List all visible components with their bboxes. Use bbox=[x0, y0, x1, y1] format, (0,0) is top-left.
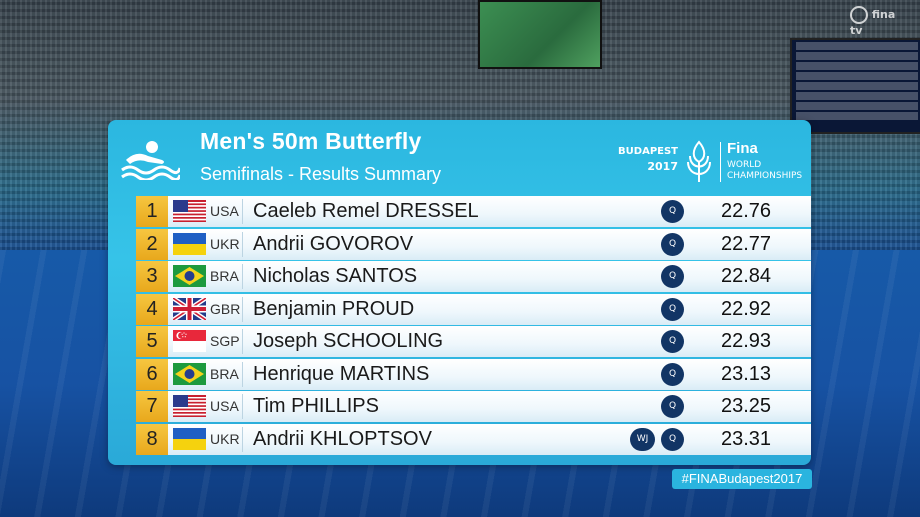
row-separator bbox=[242, 199, 243, 224]
fina-tv-icon bbox=[850, 6, 868, 24]
broadcaster-logo: fina tv bbox=[850, 6, 910, 37]
row-separator bbox=[242, 426, 243, 452]
result-row: 8 UKR Andrii KHLOPTSOV WJ Q 23.31 bbox=[136, 423, 811, 455]
championship-brand: BUDAPEST 2017 Fina WORLD CHAMPIONSHIPS bbox=[610, 140, 803, 184]
brand-city: BUDAPEST bbox=[618, 146, 678, 157]
result-row: 2 UKR Andrii GOVOROV Q 22.77 bbox=[136, 228, 811, 260]
rank-cell: 8 bbox=[136, 423, 168, 455]
results-header: Men's 50m Butterfly Semifinals - Results… bbox=[108, 120, 811, 194]
usa-flag-icon bbox=[173, 395, 206, 417]
country-code: USA bbox=[210, 203, 239, 219]
row-separator bbox=[242, 296, 243, 322]
result-row: 3 BRA Nicholas SANTOS Q 22.84 bbox=[136, 261, 811, 292]
results-table: 1 USA Caeleb Remel DRESSEL Q 22.76 2 UKR… bbox=[136, 196, 811, 456]
world-junior-record-badge: WJ bbox=[630, 427, 655, 451]
brand-championships: CHAMPIONSHIPS bbox=[727, 171, 803, 181]
brand-world: WORLD bbox=[727, 160, 762, 170]
qualified-badge: Q bbox=[661, 232, 684, 256]
row-separator bbox=[242, 361, 243, 387]
event-subtitle: Semifinals - Results Summary bbox=[200, 164, 442, 184]
rank-cell: 2 bbox=[136, 228, 168, 260]
result-time: 22.76 bbox=[721, 200, 772, 222]
athlete-name: Andrii KHLOPTSOV bbox=[253, 427, 432, 450]
country-code: UKR bbox=[210, 235, 240, 252]
result-row: 6 BRA Henrique MARTINS Q 23.13 bbox=[136, 358, 811, 390]
broadcaster-name: fina tv bbox=[850, 8, 896, 37]
rank-cell: 6 bbox=[136, 358, 168, 390]
country-code: UKR bbox=[210, 430, 240, 447]
result-time: 22.84 bbox=[721, 265, 772, 287]
row-separator bbox=[242, 329, 243, 354]
result-row: 5 SGP Joseph SCHOOLING Q 22.93 bbox=[136, 326, 811, 357]
country-code: BRA bbox=[210, 268, 239, 284]
singapore-flag-icon bbox=[173, 330, 206, 352]
budapest-emblem-icon bbox=[687, 140, 711, 182]
qualified-badge: Q bbox=[661, 297, 684, 321]
result-time: 23.25 bbox=[721, 395, 772, 417]
result-row: 4 GBR Benjamin PROUD Q 22.92 bbox=[136, 293, 811, 325]
qualified-badge: Q bbox=[661, 265, 684, 288]
country-code: GBR bbox=[210, 300, 241, 317]
result-row: 7 USA Tim PHILLIPS Q 23.25 bbox=[136, 391, 811, 422]
row-separator bbox=[242, 231, 243, 257]
usa-flag-icon bbox=[173, 200, 206, 222]
brand-year: 2017 bbox=[647, 160, 678, 173]
result-time: 22.77 bbox=[721, 232, 772, 255]
rank-cell: 5 bbox=[136, 326, 168, 357]
brazil-flag-icon bbox=[173, 362, 206, 385]
athlete-name: Caeleb Remel DRESSEL bbox=[253, 200, 479, 222]
qualified-badge: Q bbox=[661, 427, 684, 451]
rank-cell: 1 bbox=[136, 196, 168, 227]
country-code: USA bbox=[210, 398, 239, 414]
rank-cell: 4 bbox=[136, 293, 168, 325]
result-time: 23.31 bbox=[721, 427, 772, 450]
arena-scoreboard bbox=[790, 38, 920, 134]
ukraine-flag-icon bbox=[173, 232, 206, 255]
brand-fina: Fina bbox=[727, 140, 758, 157]
result-row: 1 USA Caeleb Remel DRESSEL Q 22.76 bbox=[136, 196, 811, 227]
athlete-name: Nicholas SANTOS bbox=[253, 265, 418, 287]
rank-cell: 7 bbox=[136, 391, 168, 422]
qualified-badge: Q bbox=[661, 330, 684, 353]
brand-divider bbox=[720, 142, 721, 182]
event-title: Men's 50m Butterfly bbox=[200, 128, 422, 154]
brazil-flag-icon bbox=[173, 265, 206, 287]
athlete-name: Joseph SCHOOLING bbox=[253, 330, 444, 352]
swimming-icon bbox=[121, 141, 180, 180]
qualified-badge: Q bbox=[661, 200, 684, 223]
rank-cell: 3 bbox=[136, 261, 168, 292]
ukraine-flag-icon bbox=[173, 427, 206, 450]
uk-flag-icon bbox=[173, 297, 206, 320]
athlete-name: Henrique MARTINS bbox=[253, 362, 430, 385]
row-separator bbox=[242, 264, 243, 289]
result-time: 22.92 bbox=[721, 297, 772, 320]
athlete-name: Andrii GOVOROV bbox=[253, 232, 414, 255]
arena-video-screen bbox=[478, 0, 602, 69]
country-code: BRA bbox=[210, 365, 239, 382]
country-code: SGP bbox=[210, 333, 240, 349]
result-time: 23.13 bbox=[721, 362, 772, 385]
qualified-badge: Q bbox=[661, 362, 684, 386]
qualified-badge: Q bbox=[661, 395, 684, 418]
event-hashtag: #FINABudapest2017 bbox=[672, 469, 812, 489]
athlete-name: Tim PHILLIPS bbox=[253, 395, 379, 417]
athlete-name: Benjamin PROUD bbox=[253, 297, 415, 320]
results-graphic: Men's 50m Butterfly Semifinals - Results… bbox=[108, 120, 811, 465]
result-time: 22.93 bbox=[721, 330, 772, 352]
row-separator bbox=[242, 394, 243, 419]
